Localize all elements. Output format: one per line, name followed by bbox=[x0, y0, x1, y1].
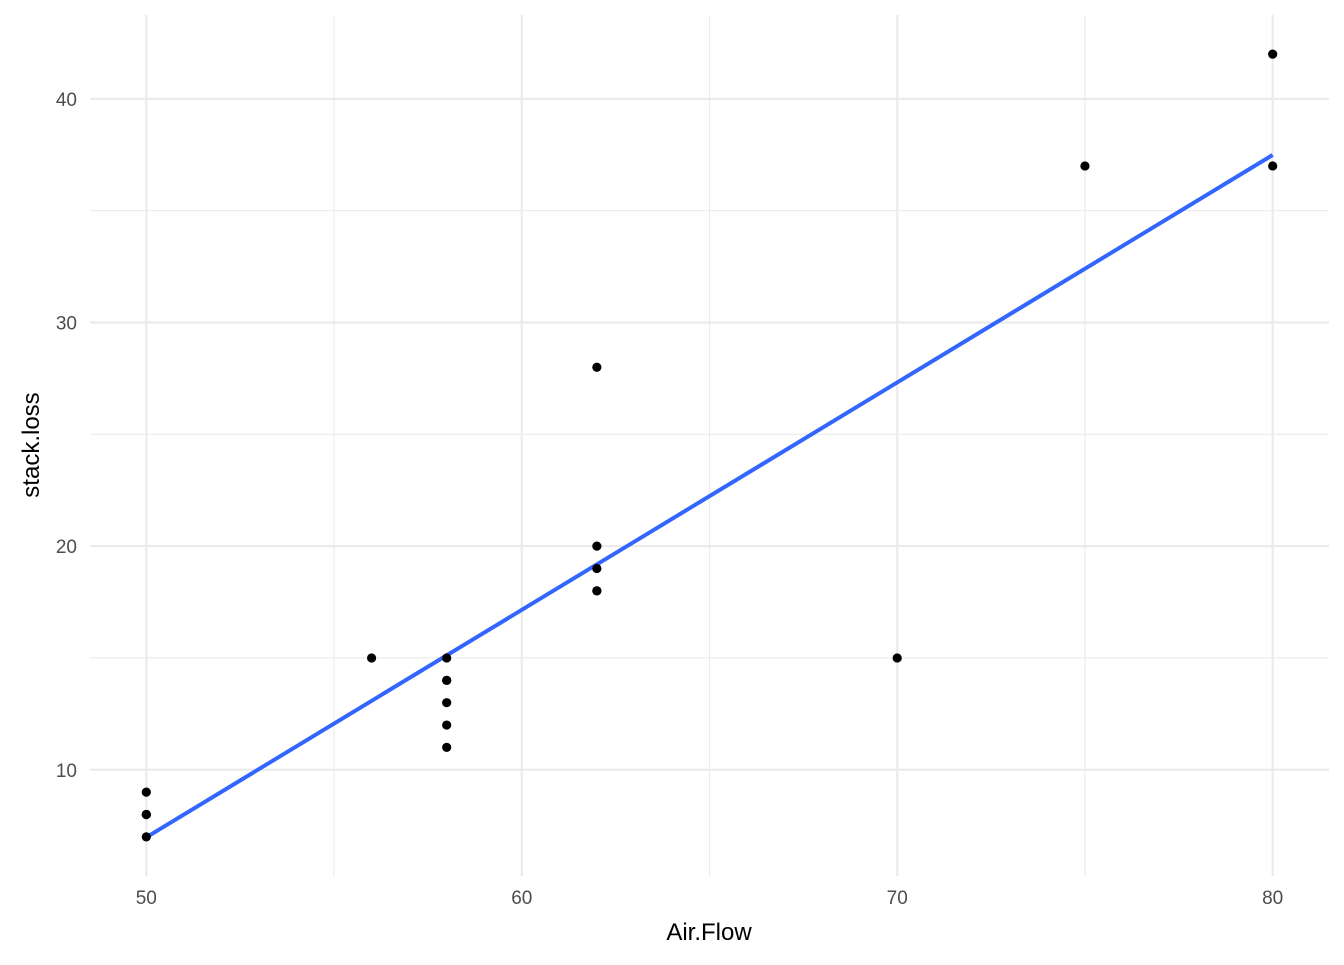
major-gridlines bbox=[90, 15, 1329, 876]
minor-gridlines bbox=[90, 15, 1329, 876]
x-tick-label: 70 bbox=[887, 888, 908, 909]
y-tick-label: 30 bbox=[56, 314, 77, 335]
data-point bbox=[141, 832, 151, 842]
data-point bbox=[442, 675, 452, 685]
x-tick-label: 60 bbox=[511, 888, 532, 909]
data-point bbox=[141, 809, 151, 820]
y-axis-title: stack.loss bbox=[18, 392, 45, 497]
data-point bbox=[1268, 49, 1278, 59]
data-point bbox=[892, 653, 902, 663]
x-tick-label: 80 bbox=[1262, 888, 1283, 909]
data-point bbox=[592, 362, 602, 372]
data-point bbox=[592, 586, 602, 596]
x-axis-tick-labels: 50 60 70 80 bbox=[136, 888, 1284, 909]
data-points bbox=[141, 49, 1278, 842]
y-axis-tick-labels: 10 20 30 40 bbox=[56, 90, 77, 782]
y-tick-label: 40 bbox=[56, 90, 77, 111]
trend-line bbox=[145, 153, 1274, 840]
data-point bbox=[442, 742, 452, 753]
y-tick-label: 10 bbox=[56, 761, 77, 782]
data-point bbox=[592, 563, 602, 574]
x-axis-title: Air.Flow bbox=[666, 919, 752, 946]
data-point bbox=[1080, 161, 1090, 171]
data-point bbox=[592, 541, 602, 551]
x-tick-label: 50 bbox=[136, 888, 157, 909]
data-point bbox=[442, 653, 452, 663]
data-point bbox=[141, 787, 151, 797]
trend-line-layer bbox=[145, 153, 1274, 840]
data-point bbox=[442, 720, 452, 730]
data-point bbox=[442, 698, 452, 708]
data-point bbox=[366, 653, 377, 663]
y-tick-label: 20 bbox=[56, 537, 77, 558]
data-point bbox=[1268, 161, 1278, 171]
